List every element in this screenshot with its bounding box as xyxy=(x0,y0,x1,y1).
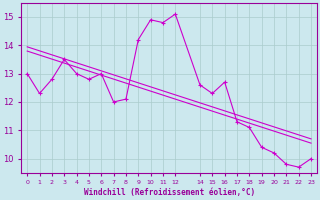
X-axis label: Windchill (Refroidissement éolien,°C): Windchill (Refroidissement éolien,°C) xyxy=(84,188,255,197)
